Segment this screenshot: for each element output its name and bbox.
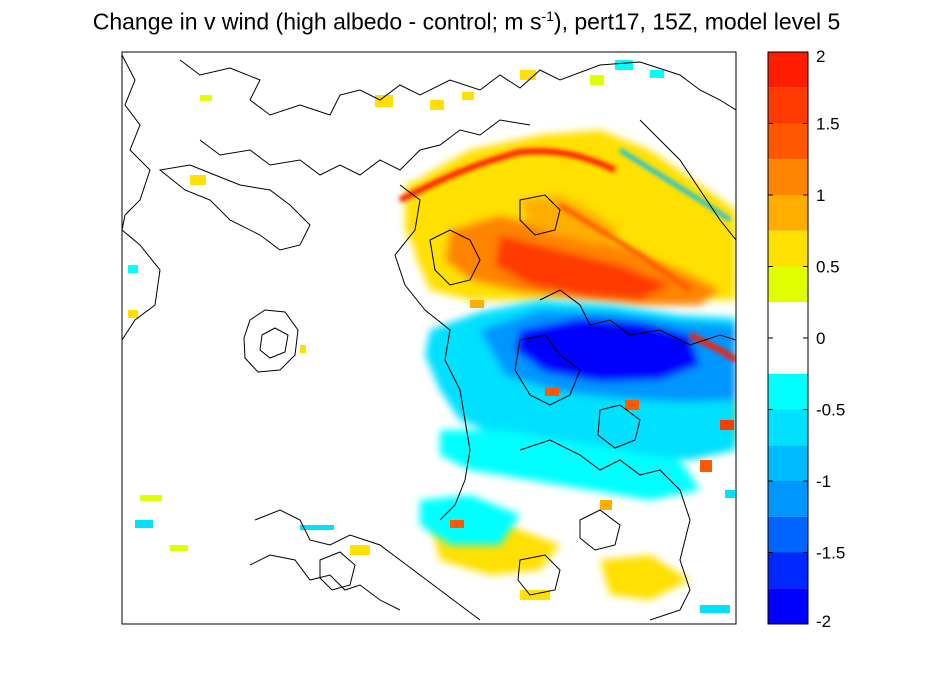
colorbar-band-6	[768, 266, 808, 303]
colorbar-band-14	[768, 588, 808, 624]
colorbar-tick-label: -2	[816, 612, 831, 631]
negative-bottom-patch	[420, 495, 520, 545]
orange-streak-diagonal	[558, 202, 692, 293]
contour-central-loops	[429, 229, 481, 286]
colorbar-band-2	[768, 123, 808, 160]
contour-central-loops-2	[519, 194, 561, 236]
colorbar-tick-label: 2	[816, 47, 825, 66]
contour-east-1	[539, 289, 736, 346]
contour-west-island-inner	[259, 327, 289, 359]
colorbar-tick-label: 1.5	[816, 115, 840, 134]
colorbar-band-5	[768, 230, 808, 267]
colorbar-band-10	[768, 445, 808, 481]
contour-south-1	[254, 509, 481, 621]
colorbar-band-7	[768, 302, 808, 374]
colorbar-tick-label: 1	[816, 186, 825, 205]
chart-title-rest: ), pert17, 15Z, model level 5	[553, 8, 841, 35]
streaks	[398, 148, 736, 363]
colorbar-band-9	[768, 409, 808, 446]
colorbar-band-3	[768, 159, 808, 195]
colorbar-band-13	[768, 552, 808, 589]
chart-title-superscript: -1	[541, 8, 554, 24]
colorbar-band-1	[768, 87, 808, 124]
colorbar-tick-label: -1.5	[816, 544, 845, 563]
positive-upper-patch	[520, 195, 620, 245]
contour-east-4	[519, 439, 691, 621]
cyan-streak	[618, 148, 732, 222]
negative-lower-patch	[440, 430, 700, 500]
positive-bottom-right	[600, 555, 690, 600]
contour-central-coast	[394, 184, 471, 521]
topography-contours	[122, 54, 736, 621]
red-streak-east	[688, 332, 736, 363]
colorbar-tick-label: 0	[816, 329, 825, 348]
positive-band-red	[495, 235, 670, 300]
contour-west-island	[243, 309, 299, 373]
chart-title: Change in v wind (high albedo - control;…	[0, 8, 933, 36]
colorbar-band-4	[768, 195, 808, 231]
contour-east-6	[579, 509, 621, 551]
contour-north-2	[199, 119, 531, 176]
negative-field	[420, 300, 736, 545]
contour-south-3	[319, 551, 356, 591]
negative-core-region	[515, 318, 700, 382]
contour-south-4	[517, 554, 561, 596]
plot-frame	[121, 51, 737, 625]
contour-east-5	[639, 119, 736, 241]
coastline-contour	[122, 54, 161, 341]
colorbar-tick-label: -0.5	[816, 401, 845, 420]
red-streak-north	[398, 148, 617, 203]
colorbar-band-11	[768, 481, 808, 517]
colorbar-ticks: 2 1.5 1 0.5 0 -0.5 -1 -1.5 -2	[768, 47, 845, 631]
colorbar	[767, 51, 809, 625]
contour-east-2	[514, 334, 581, 406]
plot-area	[122, 52, 736, 624]
contour-west-ridge	[158, 164, 311, 251]
colorbar-band-8	[768, 373, 808, 410]
contour-east-3	[597, 404, 641, 449]
colorbar-band-0	[768, 52, 808, 88]
contour-north-1	[179, 59, 736, 116]
contour-south-2	[249, 554, 401, 611]
colorbar-tick-label: -1	[816, 472, 831, 491]
colorbar-tick-label: 0.5	[816, 258, 840, 277]
chart-title-main: Change in v wind (high albedo - control;…	[92, 8, 542, 35]
scattered-patches	[128, 60, 735, 613]
colorbar-band-12	[768, 516, 808, 553]
